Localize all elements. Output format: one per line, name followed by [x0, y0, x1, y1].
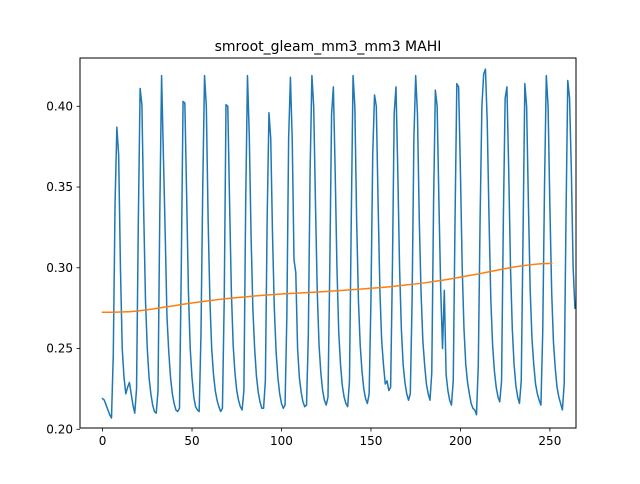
- series_1-line: [101, 262, 553, 313]
- y-tick-label: 0.20: [46, 422, 73, 436]
- x-tick-label: 0: [99, 434, 107, 448]
- plot-frame: [79, 57, 577, 429]
- x-tick-label: 250: [538, 434, 561, 448]
- x-tick-label: 200: [449, 434, 472, 448]
- x-tick-label: 100: [270, 434, 293, 448]
- y-tick-label: 0.30: [46, 261, 73, 275]
- x-axis: 0 50 100 150 200 250: [99, 428, 561, 448]
- y-tick-label: 0.25: [46, 342, 73, 356]
- chart-title: smroot_gleam_mm3_mm3 MAHI: [215, 39, 442, 55]
- y-axis: 0.20 0.25 0.30 0.35 0.40: [46, 99, 80, 436]
- x-tick-label: 150: [359, 434, 382, 448]
- y-tick-label: 0.40: [46, 99, 73, 113]
- x-tick-label: 50: [184, 434, 199, 448]
- series_0-line: [101, 68, 576, 419]
- y-tick-label: 0.35: [46, 180, 73, 194]
- plot-area: [101, 68, 576, 419]
